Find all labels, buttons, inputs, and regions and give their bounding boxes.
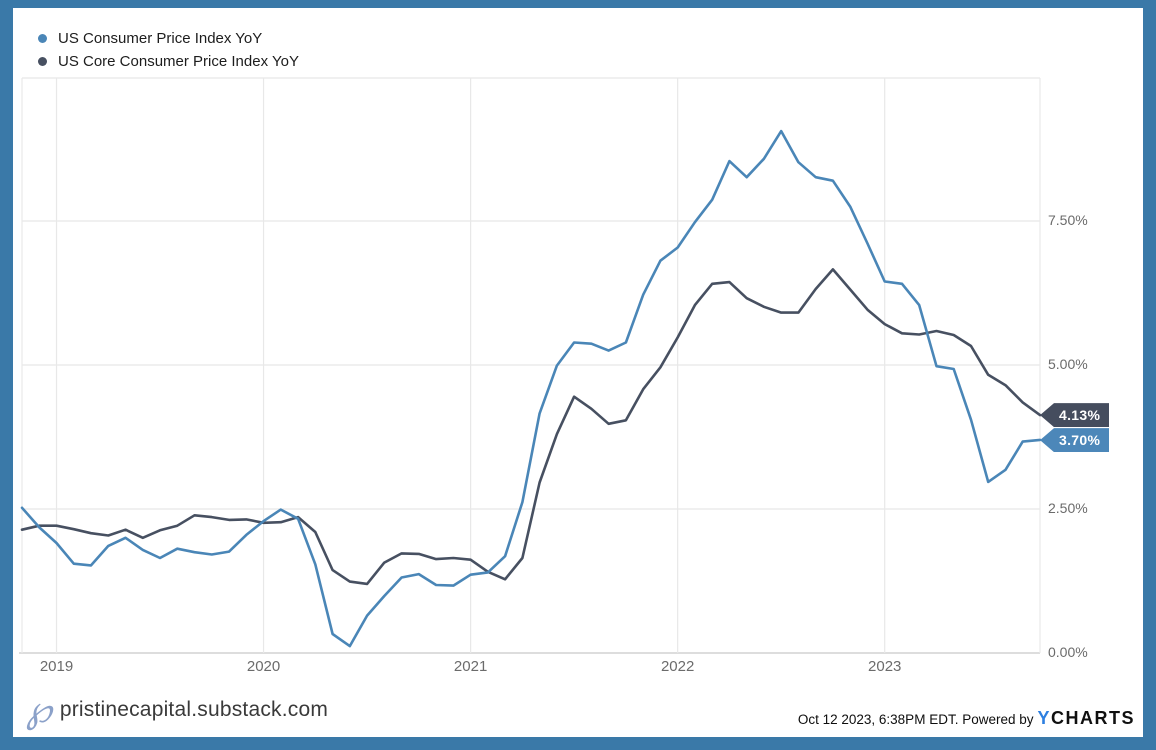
site-url-text: pristinecapital.substack.com: [59, 698, 329, 721]
x-axis-tick-2023: 2023: [868, 658, 902, 675]
legend: US Consumer Price Index YoY US Core Cons…: [38, 27, 299, 73]
chart-attribution: Oct 12 2023, 6:38PM EDT. Powered by Y CHA…: [798, 708, 1135, 729]
cpi-value-tag: 3.70%: [1040, 428, 1110, 453]
y-axis-tick-7-50: 7.50%: [1048, 212, 1088, 228]
y-axis-tick-0-00: 0.00%: [1048, 644, 1088, 660]
timestamp-text: Oct 12 2023, 6:38PM EDT. Powered by: [797, 712, 1034, 727]
cpi-series-dot-icon: [38, 34, 47, 43]
pristine-capital-logo-icon: ℘: [26, 688, 52, 731]
x-axis-tick-2020: 2020: [246, 658, 281, 675]
x-axis-tick-2022: 2022: [660, 658, 695, 675]
legend-label-core-cpi: US Core Consumer Price Index YoY: [58, 53, 299, 70]
ycharts-logo-y: Y: [1037, 708, 1051, 728]
y-axis-tick-2-50: 2.50%: [1048, 500, 1088, 516]
y-axis-tick-5-00: 5.00%: [1048, 356, 1088, 372]
cpi-series-line: [20, 129, 1042, 648]
legend-item-core-cpi: US Core Consumer Price Index YoY: [38, 50, 299, 73]
legend-item-cpi: US Consumer Price Index YoY: [38, 27, 299, 50]
core-cpi-series-dot-icon: [38, 57, 47, 66]
x-axis-tick-2021: 2021: [453, 658, 488, 675]
x-axis-tick-2019: 2019: [39, 658, 74, 675]
core-cpi-series-line: [20, 268, 1042, 586]
site-attribution: ℘ pristinecapital.substack.com: [26, 686, 328, 734]
core-cpi-value-tag: 4.13%: [1040, 403, 1110, 428]
ycharts-logo-charts: CHARTS: [1051, 708, 1135, 728]
legend-label-cpi: US Consumer Price Index YoY: [58, 30, 263, 47]
cpi-line-chart: [19, 77, 1042, 654]
